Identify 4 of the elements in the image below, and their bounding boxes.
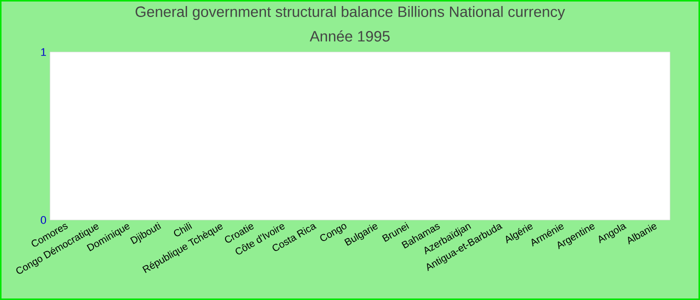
y-tick-label: 1 (41, 48, 46, 56)
chart-subtitle: Année 1995 (310, 30, 390, 42)
y-tick-label: 0 (40, 216, 46, 224)
chart-title: General government structural balance Billions National currency (136, 6, 566, 20)
